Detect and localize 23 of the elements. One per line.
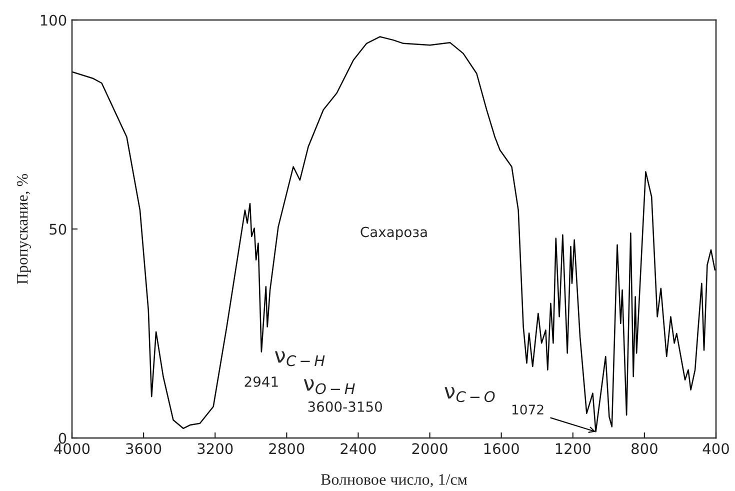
y-tick-label: 0: [58, 432, 66, 444]
x-axis-title: Волновое число, 1/см: [321, 474, 468, 488]
x-tick-label: 400: [702, 443, 729, 454]
annotation: ν$_{C−H}$: [275, 351, 325, 366]
y-tick-label: 50: [50, 224, 66, 235]
annotation: Сахароза: [360, 226, 427, 240]
y-axis-title: Пропускание, %: [16, 174, 31, 284]
line-series: [72, 36, 716, 432]
x-tick-label: 800: [632, 443, 658, 454]
x-tick-label: 3200: [198, 443, 233, 454]
annotation: 1072: [512, 404, 544, 415]
x-tick-label: 2800: [269, 443, 304, 454]
y-tick-label: 100: [40, 14, 66, 26]
x-tick-label: 1600: [484, 443, 519, 454]
x-tick-label: 3600: [126, 443, 162, 454]
annotation: ν$_{O−H}$: [304, 379, 355, 394]
x-tick-label: 4000: [54, 443, 90, 454]
annotation: 3600-3150: [308, 401, 382, 412]
x-tick-label: 2000: [412, 443, 448, 454]
x-tick-label: 2400: [340, 443, 376, 454]
annotation: 2941: [244, 376, 278, 387]
x-tick-label: 1200: [556, 443, 590, 454]
annotation: ν$_{C−O}$: [444, 387, 495, 402]
